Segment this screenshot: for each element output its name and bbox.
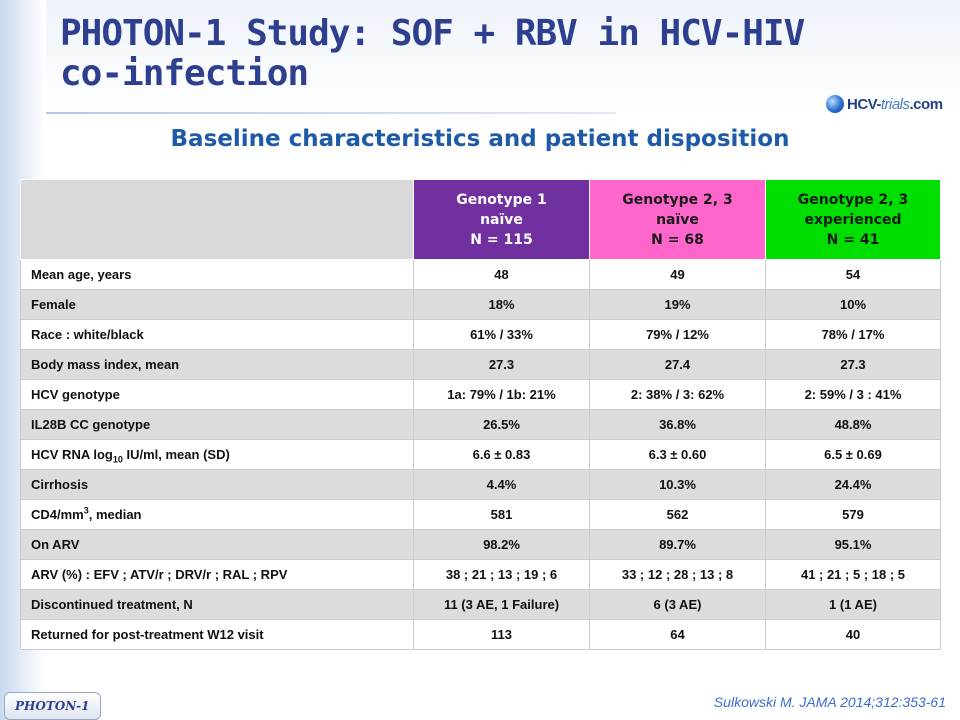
table-cell: 24.4%	[765, 469, 941, 500]
hcv-trials-logo: HCV-trials.com	[826, 92, 943, 116]
table-row: Mean age, years 48 49 54	[20, 259, 941, 290]
table-cell: 4.4%	[413, 469, 590, 500]
row-label: Race : white/black	[20, 319, 414, 350]
row-label: Body mass index, mean	[20, 349, 414, 380]
row-label: On ARV	[20, 529, 414, 560]
row-label: HCV RNA log10 IU/ml, mean (SD)	[20, 439, 414, 470]
table-cell: 19%	[589, 289, 766, 320]
table-cell: 6 (3 AE)	[589, 589, 766, 620]
table-cell: 33 ; 12 ; 28 ; 13 ; 8	[589, 559, 766, 590]
table-cell: 40	[765, 619, 941, 650]
logo-text: HCV-trials.com	[847, 95, 943, 113]
row-label: Mean age, years	[20, 259, 414, 290]
table-cell: 581	[413, 499, 590, 530]
row-label: Discontinued treatment, N	[20, 589, 414, 620]
table-cell: 1 (1 AE)	[765, 589, 941, 620]
table-cell: 2: 59% / 3 : 41%	[765, 379, 941, 410]
table-cell: 18%	[413, 289, 590, 320]
table-cell: 79% / 12%	[589, 319, 766, 350]
table-row: Returned for post-treatment W12 visit 11…	[20, 619, 941, 650]
row-label: Returned for post-treatment W12 visit	[20, 619, 414, 650]
baseline-characteristics-table: Genotype 1 naïve N = 115 Genotype 2, 3 n…	[20, 179, 941, 650]
table-cell: 64	[589, 619, 766, 650]
table-row: On ARV 98.2% 89.7% 95.1%	[20, 529, 941, 560]
table-cell: 61% / 33%	[413, 319, 590, 350]
table-row: Female 18% 19% 10%	[20, 289, 941, 320]
table-row: IL28B CC genotype 26.5% 36.8% 48.8%	[20, 409, 941, 440]
header-corner-cell	[20, 179, 414, 260]
table-cell: 41 ; 21 ; 5 ; 18 ; 5	[765, 559, 941, 590]
table-row: Cirrhosis 4.4% 10.3% 24.4%	[20, 469, 941, 500]
table-cell: 113	[413, 619, 590, 650]
table-cell: 98.2%	[413, 529, 590, 560]
table-cell: 36.8%	[589, 409, 766, 440]
table-cell: 54	[765, 259, 941, 290]
table-cell: 10%	[765, 289, 941, 320]
table-row: Race : white/black 61% / 33% 79% / 12% 7…	[20, 319, 941, 350]
table-cell: 579	[765, 499, 941, 530]
row-label: Female	[20, 289, 414, 320]
header-background	[0, 0, 960, 110]
globe-icon	[826, 95, 844, 113]
table-cell: 6.6 ± 0.83	[413, 439, 590, 470]
table-cell: 6.5 ± 0.69	[765, 439, 941, 470]
table-cell: 49	[589, 259, 766, 290]
column-header-genotype1-naive: Genotype 1 naïve N = 115	[413, 179, 590, 260]
table-row: HCV genotype 1a: 79% / 1b: 21% 2: 38% / …	[20, 379, 941, 410]
table-header-row: Genotype 1 naïve N = 115 Genotype 2, 3 n…	[20, 179, 941, 260]
study-badge: PHOTON-1	[4, 692, 101, 720]
table-cell: 38 ; 21 ; 13 ; 19 ; 6	[413, 559, 590, 590]
table-cell: 89.7%	[589, 529, 766, 560]
slide-subtitle: Baseline characteristics and patient dis…	[170, 126, 790, 152]
table-cell: 10.3%	[589, 469, 766, 500]
row-label: CD4/mm3, median	[20, 499, 414, 530]
row-label: ARV (%) : EFV ; ATV/r ; DRV/r ; RAL ; RP…	[20, 559, 414, 590]
title-divider	[46, 112, 616, 114]
table-cell: 27.3	[765, 349, 941, 380]
table-cell: 26.5%	[413, 409, 590, 440]
row-label: IL28B CC genotype	[20, 409, 414, 440]
table-cell: 95.1%	[765, 529, 941, 560]
table-cell: 48	[413, 259, 590, 290]
table-cell: 27.3	[413, 349, 590, 380]
table-cell: 6.3 ± 0.60	[589, 439, 766, 470]
table-cell: 2: 38% / 3: 62%	[589, 379, 766, 410]
column-header-genotype23-naive: Genotype 2, 3 naïve N = 68	[589, 179, 766, 260]
slide-title: PHOTON-1 Study: SOF + RBV in HCV-HIV co-…	[60, 13, 805, 94]
table-cell: 78% / 17%	[765, 319, 941, 350]
table-cell: 48.8%	[765, 409, 941, 440]
table-cell: 27.4	[589, 349, 766, 380]
citation: Sulkowski M. JAMA 2014;312:353-61	[713, 694, 946, 710]
table-row: HCV RNA log10 IU/ml, mean (SD) 6.6 ± 0.8…	[20, 439, 941, 470]
column-header-genotype23-experienced: Genotype 2, 3 experienced N = 41	[765, 179, 941, 260]
table-row: Body mass index, mean 27.3 27.4 27.3	[20, 349, 941, 380]
table-cell: 11 (3 AE, 1 Failure)	[413, 589, 590, 620]
table-row: CD4/mm3, median 581 562 579	[20, 499, 941, 530]
table-row: Discontinued treatment, N 11 (3 AE, 1 Fa…	[20, 589, 941, 620]
row-label: Cirrhosis	[20, 469, 414, 500]
table-cell: 562	[589, 499, 766, 530]
row-label: HCV genotype	[20, 379, 414, 410]
table-row: ARV (%) : EFV ; ATV/r ; DRV/r ; RAL ; RP…	[20, 559, 941, 590]
table-cell: 1a: 79% / 1b: 21%	[413, 379, 590, 410]
